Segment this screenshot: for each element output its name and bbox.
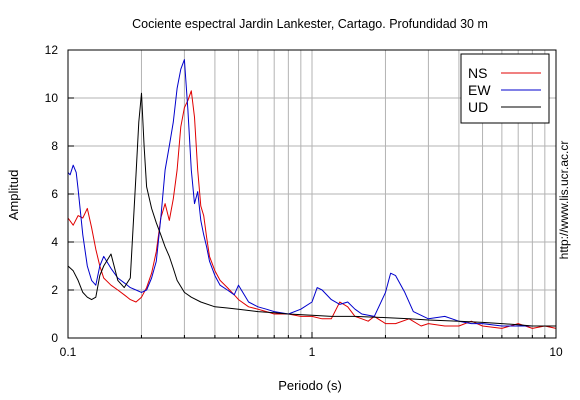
- legend-label-ns: NS: [468, 65, 487, 81]
- x-tick-label: 0.1: [60, 345, 77, 359]
- y-tick-label: 2: [51, 283, 58, 297]
- series-line-ud: [67, 92, 556, 327]
- x-tick-label: 10: [549, 345, 563, 359]
- legend-label-ew: EW: [468, 82, 491, 98]
- y-axis-title: Amplitud: [6, 170, 21, 221]
- y-tick-label: 4: [51, 235, 58, 249]
- chart-title: Cociente espectral Jardin Lankester, Car…: [132, 17, 488, 31]
- x-tick-label: 1: [309, 345, 316, 359]
- x-axis-title: Periodo (s): [278, 378, 342, 393]
- tick-labels: 0 2 4 6 8 10 12 0.1 1 10: [45, 43, 563, 359]
- plot-series: [67, 59, 557, 329]
- legend: NS EW UD: [460, 53, 550, 124]
- y-tick-label: 10: [45, 91, 59, 105]
- series-line-ew: [67, 59, 556, 327]
- y-tick-label: 8: [51, 139, 58, 153]
- legend-box: [460, 53, 550, 124]
- y-tick-label: 0: [51, 331, 58, 345]
- y-tick-label: 6: [51, 187, 58, 201]
- y-tick-label: 12: [45, 43, 59, 57]
- axis-ticks: [67, 49, 546, 339]
- legend-label-ud: UD: [468, 99, 488, 115]
- source-url: http://www.lis.ucr.ac.cr: [557, 141, 571, 260]
